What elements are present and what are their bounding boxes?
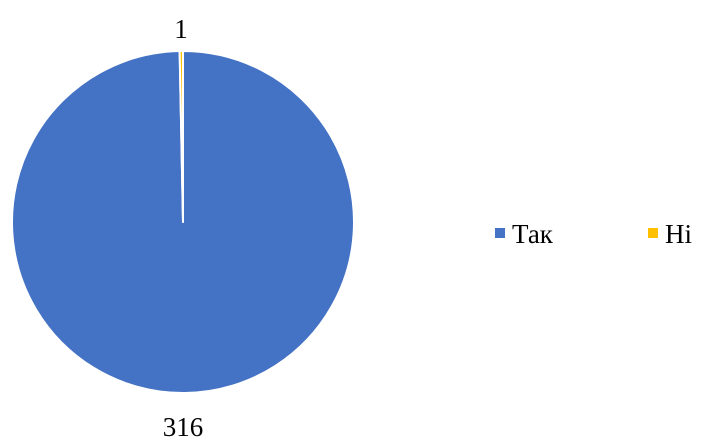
legend-label-ni: Ні <box>665 219 692 249</box>
pie-slices <box>11 50 355 394</box>
pie-data-labels: 316 1 <box>163 14 204 441</box>
legend: Так Ні <box>495 219 692 249</box>
data-label-ni: 1 <box>174 14 188 44</box>
legend-swatch-ni <box>648 228 658 238</box>
pie-slice-ni <box>178 50 184 223</box>
legend-swatch-tak <box>495 228 505 238</box>
legend-label-tak: Так <box>512 219 554 249</box>
legend-item-ni: Ні <box>648 219 692 249</box>
data-label-tak: 316 <box>163 412 204 441</box>
legend-item-tak: Так <box>495 219 554 249</box>
